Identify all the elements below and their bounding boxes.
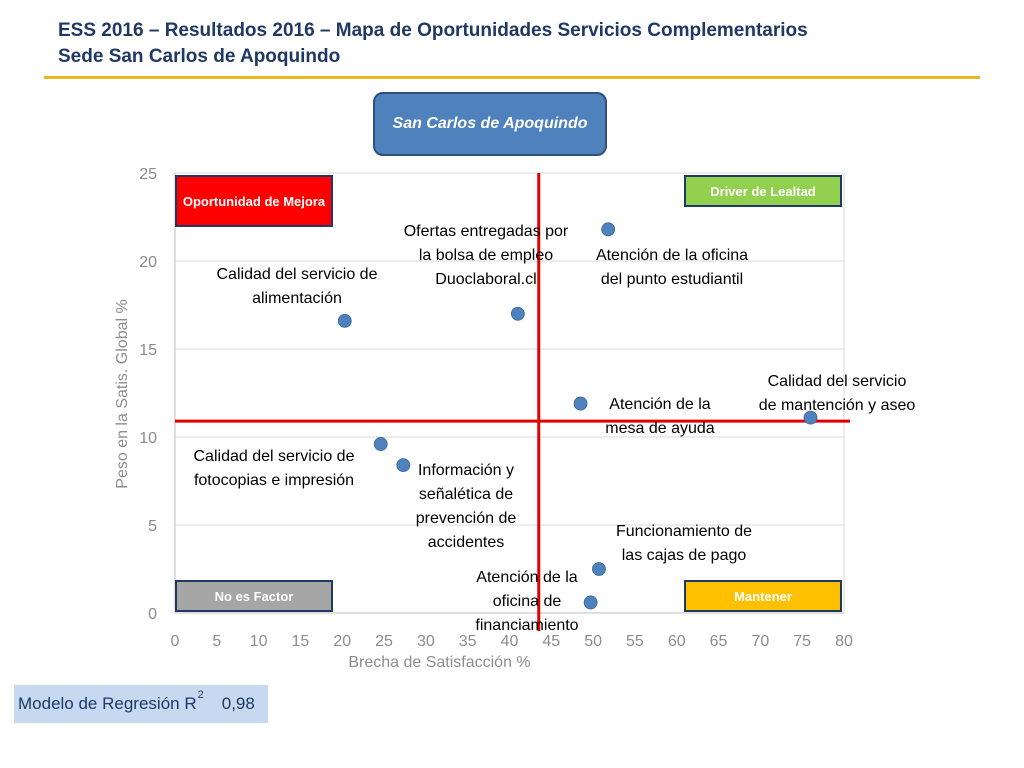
x-tick-label: 40 xyxy=(501,633,519,650)
quadrant-text: Oportunidad de Mejora xyxy=(182,193,326,209)
quadrant-text: Driver de Lealtad xyxy=(710,183,816,199)
data-point xyxy=(510,306,525,321)
point-label: Atención de la oficina del punto estudian… xyxy=(596,247,748,288)
point-label: Calidad del servicio de mantención y aseo xyxy=(759,373,916,414)
data-point xyxy=(803,410,818,425)
x-tick-label: 65 xyxy=(710,633,728,650)
quadrant-text: No es Factor xyxy=(214,588,294,604)
quadrant-label-driver: Driver de Lealtad xyxy=(684,175,842,207)
x-tick-label: 80 xyxy=(835,633,853,650)
regression-label: Modelo de Regresión R xyxy=(18,694,197,713)
x-tick-label: 70 xyxy=(751,633,769,650)
x-tick-label: 75 xyxy=(793,633,811,650)
location-label: San Carlos de Apoquindo xyxy=(392,115,588,132)
data-point xyxy=(573,396,588,411)
quadrant-label-oportunidad: Oportunidad de Mejora xyxy=(175,175,333,227)
data-point xyxy=(337,313,352,328)
x-tick-label: 30 xyxy=(417,633,435,650)
point-label: Atención de la oficina de financiamiento xyxy=(475,569,578,634)
point-label: Calidad del servicio de alimentación xyxy=(217,266,378,307)
quadrant-text: Mantener xyxy=(734,588,792,604)
regression-value: 0,98 xyxy=(221,694,255,713)
quadrant-label-no-factor: No es Factor xyxy=(175,580,333,612)
point-label: Ofertas entregadas por la bolsa de empleo… xyxy=(404,223,569,288)
x-tick-label: 0 xyxy=(171,633,180,650)
data-point xyxy=(601,222,616,237)
point-label: Funcionamiento de las cajas de pago xyxy=(616,523,752,564)
x-tick-label: 60 xyxy=(668,633,686,650)
title-underline xyxy=(44,76,980,79)
y-axis-title: Peso en la Satis. Global % xyxy=(114,299,131,488)
y-tick-label: 5 xyxy=(148,518,157,535)
y-tick-label: 0 xyxy=(148,606,157,623)
y-tick-label: 25 xyxy=(139,166,157,183)
data-point xyxy=(592,562,606,576)
x-tick-label: 15 xyxy=(292,633,310,650)
point-label: Calidad del servicio de fotocopias e impr… xyxy=(194,448,355,489)
quadrant-label-mantener: Mantener xyxy=(684,580,842,612)
y-tick-label: 20 xyxy=(139,254,157,271)
x-tick-label: 25 xyxy=(375,633,393,650)
x-tick-label: 5 xyxy=(212,633,221,650)
x-tick-label: 10 xyxy=(250,633,268,650)
point-label: Atención de la mesa de ayuda xyxy=(605,396,715,437)
data-point xyxy=(396,458,411,473)
x-tick-label: 50 xyxy=(584,633,602,650)
x-axis-title: Brecha de Satisfacción % xyxy=(348,654,530,671)
x-tick-label: 35 xyxy=(459,633,477,650)
y-tick-label: 10 xyxy=(139,430,157,447)
x-tick-label: 45 xyxy=(542,633,560,650)
x-tick-label: 20 xyxy=(333,633,351,650)
point-label: Información y señalética de prevención de a… xyxy=(416,462,517,551)
title-line-2: Sede San Carlos de Apoquindo xyxy=(58,46,341,67)
x-tick-label: 55 xyxy=(626,633,644,650)
data-point xyxy=(583,595,598,610)
page-title: ESS 2016 – Resultados 2016 – Mapa de Opo… xyxy=(58,18,998,70)
title-line-1: ESS 2016 – Resultados 2016 – Mapa de Opo… xyxy=(58,20,808,41)
regression-superscript: 2 xyxy=(197,689,204,701)
data-point xyxy=(373,437,388,451)
location-label-box: San Carlos de Apoquindo xyxy=(373,92,607,156)
y-tick-label: 15 xyxy=(139,342,157,359)
